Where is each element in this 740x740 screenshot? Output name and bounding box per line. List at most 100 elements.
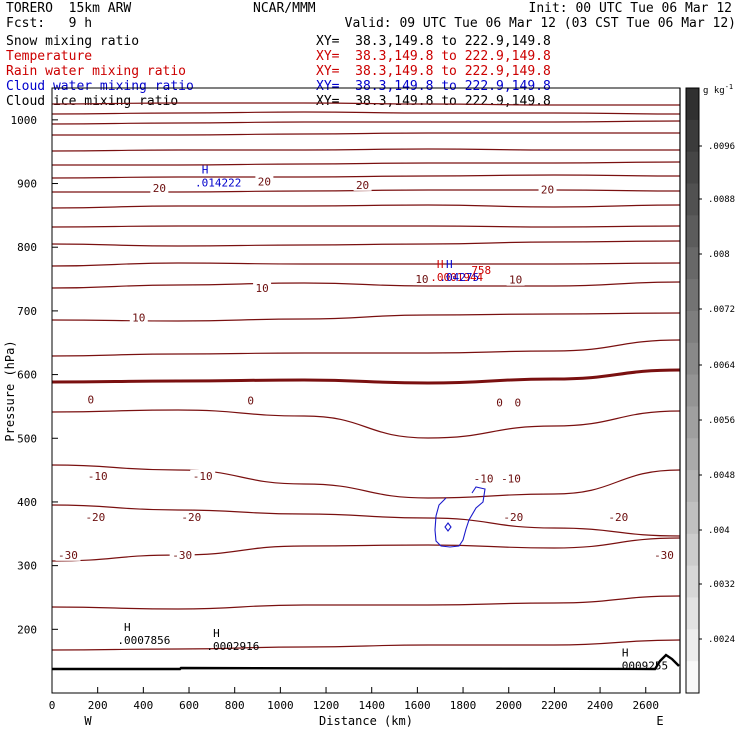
colorbar-swatch <box>686 374 699 407</box>
y-tick-label: 500 <box>17 432 37 445</box>
forecast-hour: Fcst: 9 h <box>6 16 93 31</box>
contour-label-bg <box>512 396 524 409</box>
colorbar-swatch <box>686 629 699 662</box>
colorbar-swatch <box>686 183 699 216</box>
temperature-contour-label: 0 <box>515 397 522 410</box>
temperature-contour-label: -20 <box>181 511 201 524</box>
legend-name-cloud-ice: Cloud ice mixing ratio <box>6 94 179 109</box>
contour-label-bg <box>500 511 526 524</box>
temperature-contour-label: -30 <box>654 549 674 562</box>
temperature-contour-line <box>52 161 681 166</box>
colorbar-swatch <box>686 151 699 185</box>
y-tick-label: 600 <box>17 369 37 382</box>
colorbar-tick-label: .0096 <box>708 142 735 152</box>
colorbar-swatch <box>686 247 699 280</box>
colorbar-swatch <box>686 310 699 344</box>
temperature-contour-label: -30 <box>172 549 192 562</box>
temperature-contour-label: -10 <box>88 470 108 483</box>
x-tick-label: 2400 <box>587 699 614 712</box>
contour-label-bg <box>538 183 557 196</box>
temperature-contour-line <box>52 132 680 136</box>
contour-label-bg <box>494 396 506 409</box>
init-time: Init: 00 UTC Tue 06 Mar 12 <box>528 1 733 16</box>
contour-label-bg <box>498 472 524 485</box>
temperature-contour-line <box>51 262 681 267</box>
temperature-contour-line <box>51 120 681 125</box>
maximum-mark: H <box>213 627 220 640</box>
temperature-contour-line <box>51 225 681 228</box>
temperature-contour-label: -30 <box>58 549 78 562</box>
colorbar-swatch <box>686 501 699 535</box>
west-label: W <box>84 714 92 728</box>
maximum-mark: H <box>124 621 131 634</box>
maximum-mark: H <box>446 258 453 271</box>
contour-label-bg <box>255 175 274 188</box>
maximum-value: .0007856 <box>117 634 170 647</box>
contour-label-bg <box>150 181 169 194</box>
temperature-contour-label: 20 <box>356 179 369 192</box>
maxima-labels: H.0009255H.0002916H.0007856H.0001944H.04… <box>117 163 668 672</box>
x-tick-label: 600 <box>179 699 199 712</box>
x-tick-label: 1800 <box>450 699 477 712</box>
colorbar-swatch <box>686 88 699 121</box>
y-tick-label: 200 <box>17 623 37 636</box>
contour-label-bg <box>190 469 216 482</box>
colorbar-unit: g kg-1 <box>703 83 733 96</box>
temperature-contour-label: 20 <box>541 183 554 196</box>
legend-name-temperature: Temperature <box>6 49 93 64</box>
contour-labels: -30 -30 -30-20 -20 -20 -20-10 -10 -10 -100 0 0 0101… <box>55 175 677 562</box>
maximum-value: .0009255 <box>615 660 668 673</box>
x-tick-label: 2000 <box>495 699 522 712</box>
y-tick-label: 1000 <box>11 114 38 127</box>
contour-label-bg <box>178 511 204 524</box>
legend-xy-cloud-water: XY= 38.3,149.8 to 222.9,149.8 <box>316 79 551 94</box>
contour-label-bg <box>169 548 195 561</box>
colorbar-border <box>685 87 700 694</box>
y-axis: 200 300 400 500 600 700 800 900 1000 <box>11 114 58 636</box>
legend-xy-temperature: XY= 38.3,149.8 to 222.9,149.8 <box>316 49 551 64</box>
contour-label-bg <box>605 511 631 524</box>
maximum-mark: H <box>622 647 629 660</box>
temperature-contour-label: 0 <box>247 395 254 408</box>
colorbar-swatch <box>686 533 699 567</box>
maximum-value: .0002916 <box>206 640 259 653</box>
x-tick-label: 2600 <box>632 699 659 712</box>
x-tick-label: 200 <box>88 699 108 712</box>
x-axis-title: Distance (km) <box>319 714 413 728</box>
maximum-value: .04275 <box>439 271 479 284</box>
colorbar-swatch <box>686 119 699 153</box>
temperature-contour-line <box>51 174 681 179</box>
legend-name-rain: Rain water mixing ratio <box>6 64 187 79</box>
temperature-contour-line <box>51 595 681 610</box>
legend-name-cloud-water: Cloud water mixing ratio <box>6 79 194 94</box>
temperature-contour-line <box>51 368 681 385</box>
x-axis: 0 200 400 600 800 1000 1200 1400 1600 1800 2000 220… <box>49 687 659 712</box>
colorbar-swatch <box>686 470 699 503</box>
colorbar-tick-label: .0048 <box>708 471 735 481</box>
colorbar-tick-label: .0088 <box>708 195 735 205</box>
legend-name-snow: Snow mixing ratio <box>6 34 140 49</box>
temperature-contour-label: 20 <box>153 182 166 195</box>
temperature-contour-label: 0 <box>496 397 503 410</box>
colorbar-swatch <box>686 438 699 471</box>
legend-xy-rain: XY= 38.3,149.8 to 222.9,149.8 <box>316 64 551 79</box>
contour-label-bg <box>85 393 97 406</box>
maximum-value: .0001944 <box>430 271 483 284</box>
colorbar-tick-label: .008 <box>708 250 730 260</box>
y-tick-label: 900 <box>17 178 37 191</box>
plot-border <box>51 87 681 694</box>
y-tick-label: 400 <box>17 496 37 509</box>
temperature-contour-line <box>51 102 680 106</box>
maximum-mark: H <box>437 258 444 271</box>
model-title: TORERO 15km ARW <box>6 1 132 16</box>
colorbar-tick-label: .004 <box>708 526 730 536</box>
x-tick-label: 400 <box>133 699 153 712</box>
temperature-contour-label: -20 <box>85 511 105 524</box>
contour-label-bg <box>82 511 108 524</box>
contour-label-bg <box>85 469 111 482</box>
temperature-contour-label: 0 <box>88 393 95 406</box>
y-axis-title: Pressure (hPa) <box>3 340 17 441</box>
temperature-contour-line <box>51 312 681 322</box>
temperature-contour-label: -10 <box>501 472 521 485</box>
